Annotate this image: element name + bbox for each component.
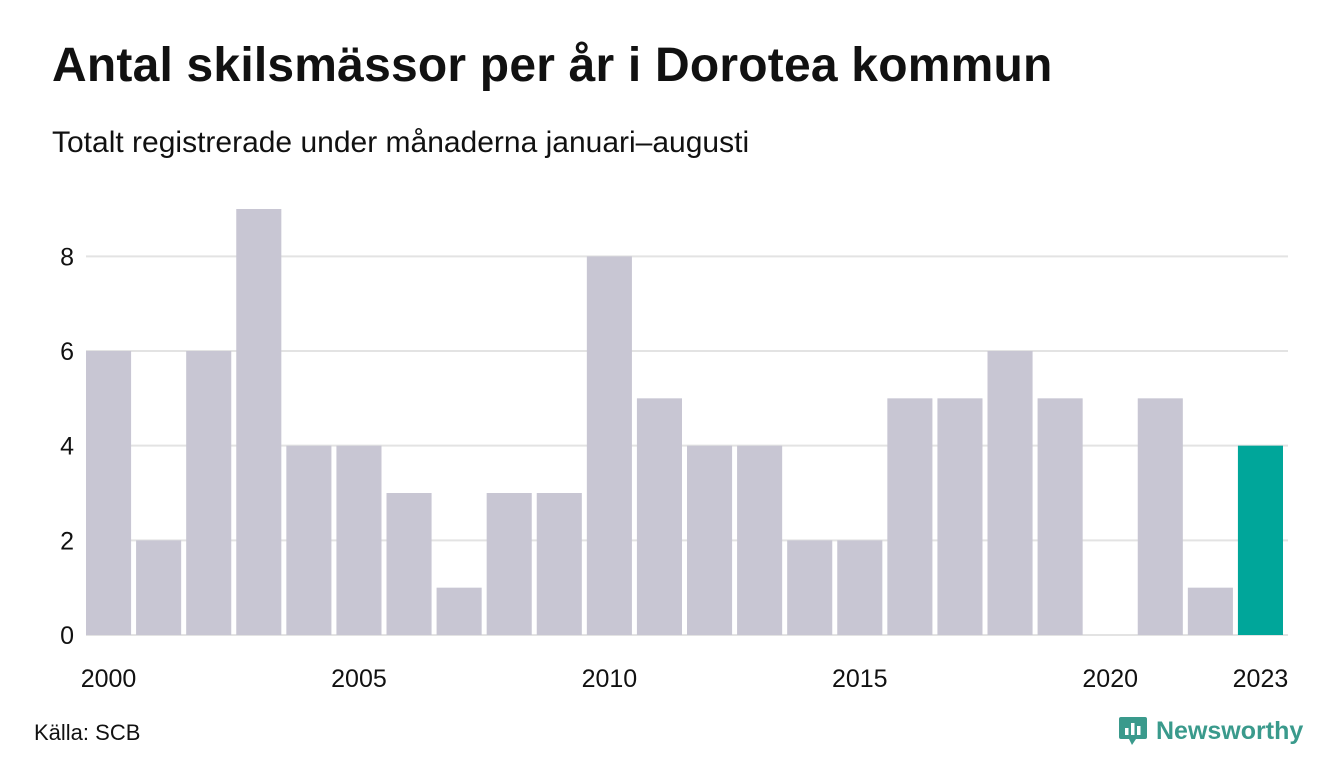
newsworthy-logo-icon: [1119, 717, 1147, 745]
bar-2018: [987, 351, 1033, 635]
x-axis-labels: 2000 2005 2010 2015 2020 2023: [81, 665, 1289, 693]
brand-logo: Newsworthy: [1118, 714, 1303, 748]
bar-2011: [636, 398, 682, 635]
bar-2022: [1187, 587, 1233, 635]
bar-2013: [737, 445, 783, 635]
brand-name: Newsworthy: [1156, 716, 1304, 745]
bar-2009: [536, 493, 582, 635]
y-tick-label: 0: [60, 622, 74, 650]
bar-2002: [186, 351, 232, 635]
bar-2012: [687, 445, 733, 635]
chart-title: Antal skilsmässor per år i Dorotea kommu…: [52, 39, 1053, 92]
y-tick-label: 2: [60, 527, 74, 555]
bar-2019: [1037, 398, 1083, 635]
y-tick-label: 8: [60, 243, 74, 271]
bar-chart: 0 2 4 6 8 2000 2005 2010 2015 2020 2023: [60, 209, 1289, 693]
bar-2000: [86, 351, 132, 635]
bar-2016: [887, 398, 933, 635]
bar-2017: [937, 398, 983, 635]
y-tick-label: 4: [60, 433, 74, 461]
bar-2003: [236, 209, 282, 635]
bars: [86, 209, 1283, 635]
bar-2023: [1237, 445, 1283, 635]
bar-2007: [436, 587, 482, 635]
x-tick-label: 2020: [1082, 665, 1138, 693]
x-tick-label: 2010: [582, 665, 638, 693]
bar-2010: [586, 256, 632, 635]
chart-subtitle: Totalt registrerade under månaderna janu…: [52, 126, 750, 159]
y-axis-labels: 0 2 4 6 8: [60, 243, 74, 650]
bar-2008: [486, 493, 532, 635]
source-note: Källa: SCB: [34, 720, 141, 745]
bar-2014: [787, 540, 833, 635]
x-tick-label: 2023: [1233, 665, 1289, 693]
bar-2004: [286, 445, 332, 635]
bar-2001: [136, 540, 182, 635]
y-tick-label: 6: [60, 338, 74, 366]
bar-2015: [837, 540, 883, 635]
bar-2005: [336, 445, 382, 635]
bar-2021: [1137, 398, 1183, 635]
x-tick-label: 2005: [331, 665, 387, 693]
x-tick-label: 2000: [81, 665, 137, 693]
bar-2006: [386, 493, 432, 635]
x-tick-label: 2015: [832, 665, 888, 693]
